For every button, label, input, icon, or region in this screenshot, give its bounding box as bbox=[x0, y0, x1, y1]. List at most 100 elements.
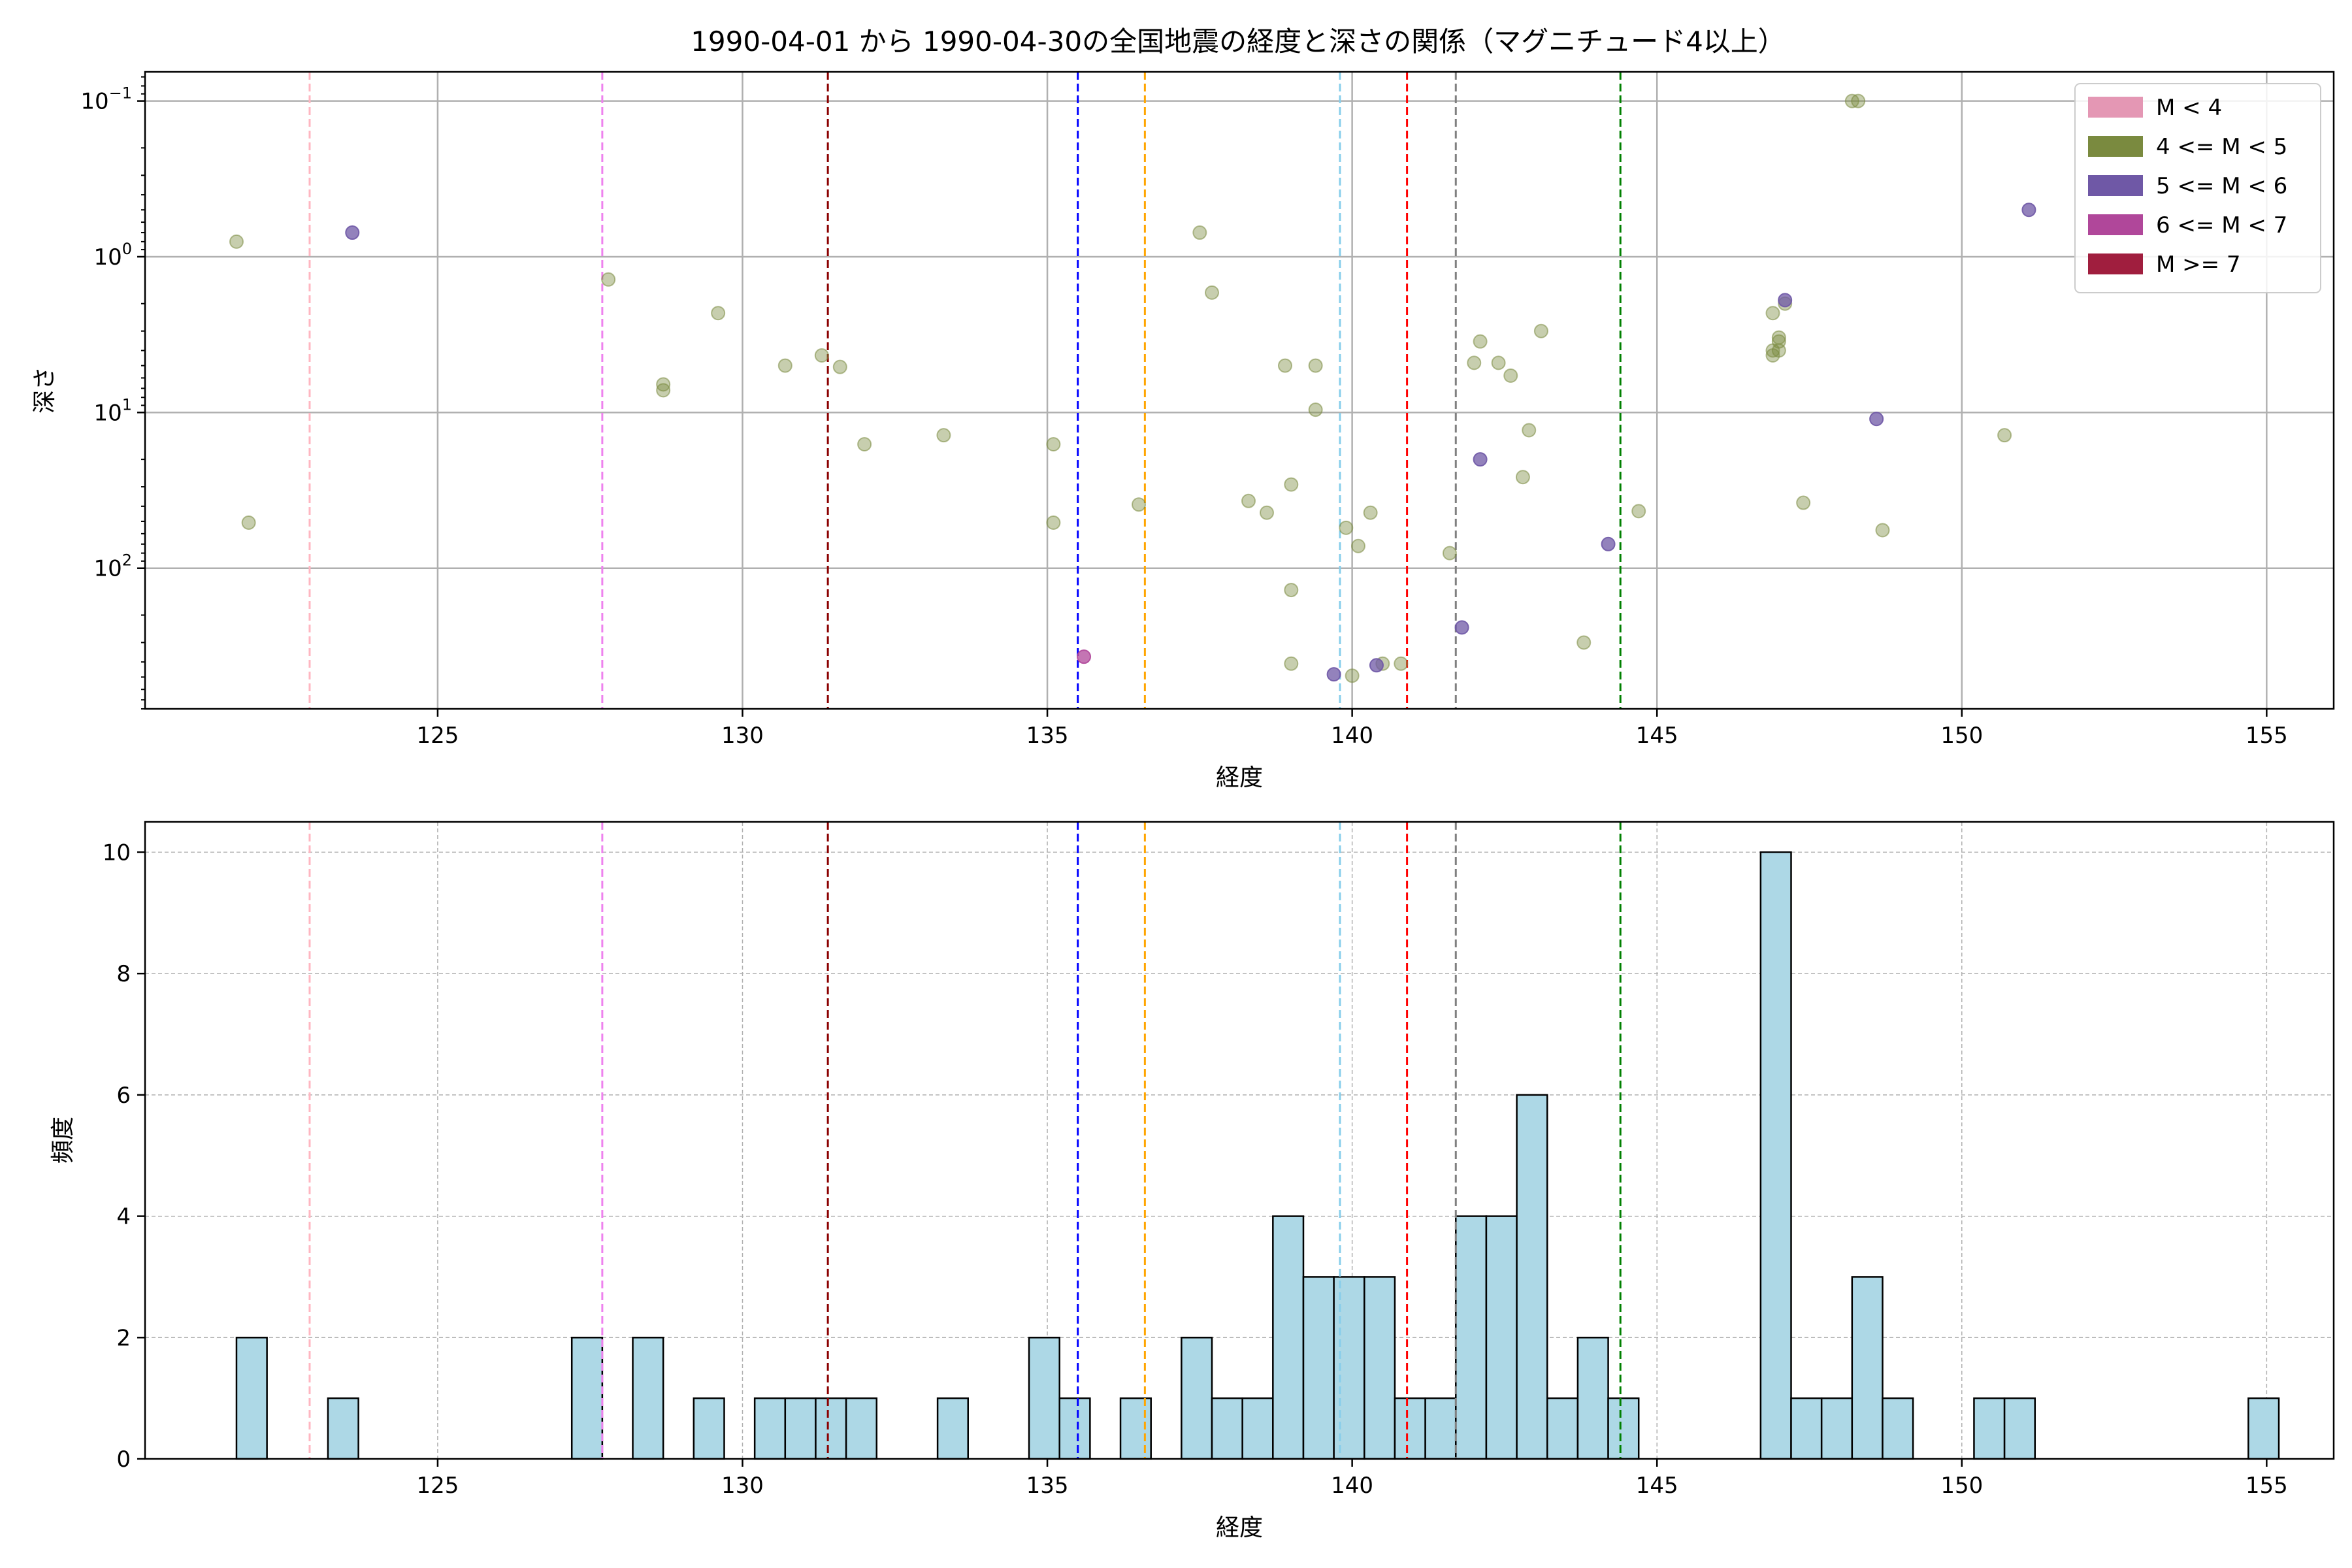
scatter-x-tick-label: 155 bbox=[2246, 723, 2288, 749]
histogram-bar bbox=[1119, 1397, 1152, 1460]
histogram-x-tick-label: 135 bbox=[1026, 1473, 1069, 1499]
scatter-point bbox=[1350, 538, 1365, 553]
histogram-bars bbox=[235, 851, 2280, 1460]
scatter-point bbox=[1277, 358, 1292, 373]
histogram-y-tick-label: 0 bbox=[116, 1446, 131, 1473]
histogram-y-tick-label: 6 bbox=[116, 1083, 131, 1109]
legend-swatch bbox=[2088, 97, 2143, 118]
scatter-point bbox=[711, 306, 726, 321]
scatter-panel: 125 130 135 140 145 150 155 10−1 100 101 102 経度 深… bbox=[31, 71, 2335, 791]
scatter-point bbox=[1205, 285, 1220, 300]
histogram-bar bbox=[815, 1397, 847, 1460]
histogram-bar bbox=[1485, 1215, 1518, 1460]
scatter-point bbox=[1765, 306, 1780, 321]
scatter-y-tick-label: 102 bbox=[93, 551, 132, 582]
histogram-bar bbox=[1424, 1397, 1457, 1460]
scatter-point bbox=[1077, 649, 1092, 664]
scatter-y-axis-label: 深さ bbox=[31, 367, 58, 414]
histogram-bar bbox=[1851, 1276, 1884, 1460]
legend-items: M < 4 4 <= M < 5 5 <= M < 6 6 <= M < 7 M >= … bbox=[2088, 95, 2287, 278]
scatter-point bbox=[345, 225, 360, 240]
histogram-bar bbox=[1546, 1397, 1579, 1460]
scatter-point bbox=[1308, 358, 1323, 373]
scatter-point bbox=[1345, 668, 1360, 683]
histogram-grid bbox=[145, 822, 2334, 1460]
legend-label: 6 <= M < 7 bbox=[2156, 212, 2287, 238]
scatter-point bbox=[656, 377, 671, 392]
histogram-bar bbox=[936, 1397, 969, 1460]
scatter-point bbox=[1241, 493, 1256, 508]
scatter-point bbox=[936, 428, 951, 443]
histogram-bar bbox=[1882, 1397, 1914, 1460]
histogram-bar bbox=[570, 1337, 604, 1460]
scatter-point bbox=[1442, 546, 1457, 561]
legend-label: M >= 7 bbox=[2156, 252, 2241, 278]
scatter-point bbox=[1259, 505, 1274, 520]
scatter-point bbox=[1875, 523, 1890, 538]
scatter-x-tick-label: 145 bbox=[1636, 723, 1678, 749]
histogram-x-tick-label: 140 bbox=[1331, 1473, 1373, 1499]
histogram-panel: 125 130 135 140 145 150 155 0 2 4 6 8 10 経度 頻度 bbox=[50, 821, 2335, 1541]
scatter-point bbox=[1046, 515, 1061, 531]
histogram-bar bbox=[1302, 1276, 1335, 1460]
scatter-point bbox=[1394, 656, 1409, 671]
histogram-bar bbox=[1181, 1337, 1213, 1460]
scatter-point bbox=[1284, 477, 1299, 492]
histogram-y-ticks: 0 2 4 6 8 10 bbox=[103, 840, 145, 1473]
scatter-x-tick-label: 140 bbox=[1331, 723, 1373, 749]
histogram-bar bbox=[1759, 851, 1792, 1460]
histogram-x-axis-label: 経度 bbox=[1216, 1514, 1263, 1541]
scatter-point bbox=[1851, 93, 1866, 108]
legend-swatch bbox=[2088, 175, 2143, 196]
scatter-plot-frame bbox=[144, 71, 2335, 710]
legend-label: 4 <= M < 5 bbox=[2156, 134, 2287, 160]
scatter-y-tick-label: 101 bbox=[93, 395, 132, 426]
scatter-point bbox=[857, 437, 872, 452]
legend-label: M < 4 bbox=[2156, 95, 2222, 121]
scatter-point bbox=[1473, 334, 1488, 349]
scatter-x-ticks: 125 130 135 140 145 150 155 bbox=[416, 709, 2288, 749]
scatter-point bbox=[1363, 505, 1378, 520]
histogram-reference-lines bbox=[308, 822, 1622, 1459]
histogram-bar bbox=[2003, 1397, 2036, 1460]
scatter-y-tick-label: 100 bbox=[93, 240, 132, 270]
histogram-bar bbox=[1455, 1215, 1488, 1460]
histogram-bar bbox=[1973, 1397, 2006, 1460]
scatter-point bbox=[229, 234, 244, 249]
scatter-point bbox=[1997, 428, 2012, 443]
scatter-point bbox=[1326, 667, 1341, 682]
legend-swatch bbox=[2088, 253, 2143, 274]
legend-swatch bbox=[2088, 136, 2143, 157]
scatter-point bbox=[1771, 334, 1786, 349]
histogram-bar bbox=[1576, 1337, 1609, 1460]
histogram-bar bbox=[1211, 1397, 1243, 1460]
histogram-x-tick-label: 130 bbox=[721, 1473, 764, 1499]
scatter-point bbox=[601, 272, 616, 287]
scatter-x-tick-label: 125 bbox=[416, 723, 459, 749]
scatter-point bbox=[1796, 495, 1811, 510]
scatter-point bbox=[1869, 412, 1884, 427]
legend: M < 4 4 <= M < 5 5 <= M < 6 6 <= M < 7 M >= … bbox=[2074, 83, 2321, 293]
histogram-bar bbox=[1364, 1276, 1396, 1460]
legend-label: 5 <= M < 6 bbox=[2156, 173, 2287, 199]
histogram-x-tick-label: 145 bbox=[1636, 1473, 1678, 1499]
scatter-point bbox=[1467, 355, 1482, 370]
histogram-x-ticks: 125 130 135 140 145 150 155 bbox=[416, 1459, 2288, 1499]
histogram-bar bbox=[1272, 1215, 1305, 1460]
scatter-point bbox=[2021, 203, 2036, 218]
scatter-point bbox=[1601, 536, 1616, 551]
scatter-x-axis-label: 経度 bbox=[1216, 764, 1263, 791]
histogram-y-tick-label: 8 bbox=[116, 961, 131, 987]
histogram-x-tick-label: 155 bbox=[2246, 1473, 2288, 1499]
scatter-x-tick-label: 135 bbox=[1026, 723, 1069, 749]
scatter-point bbox=[1473, 452, 1488, 467]
scatter-point bbox=[241, 515, 256, 531]
histogram-bar bbox=[1516, 1094, 1548, 1460]
scatter-point bbox=[1778, 293, 1793, 308]
scatter-y-tick-label: 10−1 bbox=[80, 84, 132, 115]
scatter-point bbox=[777, 358, 792, 373]
histogram-bar bbox=[1333, 1276, 1365, 1460]
scatter-point bbox=[1631, 504, 1646, 519]
histogram-y-tick-label: 10 bbox=[103, 840, 131, 866]
